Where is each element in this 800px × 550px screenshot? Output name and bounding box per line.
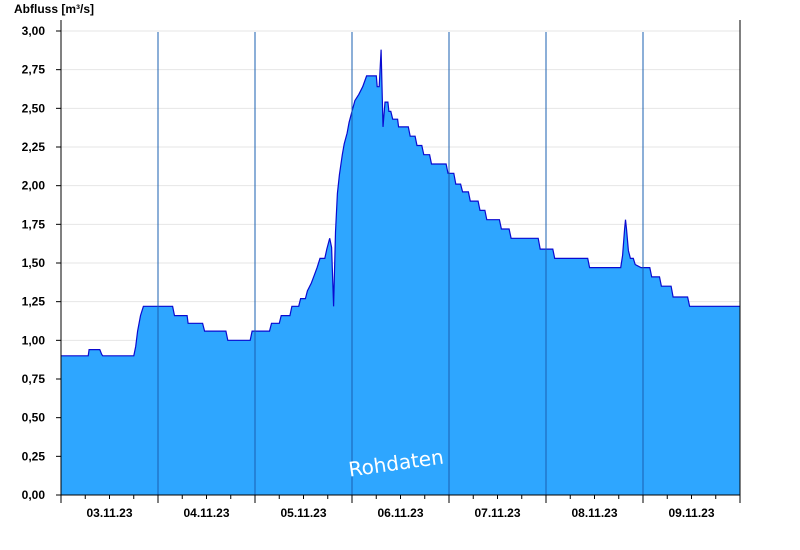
y-tick-label: 2,75 — [22, 63, 46, 77]
x-tick-label: 03.11.23 — [86, 506, 132, 520]
y-tick-label: 0,75 — [22, 372, 46, 386]
discharge-area — [61, 49, 740, 495]
y-tick-label: 3,00 — [22, 24, 46, 38]
axes — [56, 20, 741, 503]
x-tick-label: 07.11.23 — [474, 506, 520, 520]
y-tick-label: 1,25 — [22, 295, 46, 309]
y-tick-label: 1,50 — [22, 256, 46, 270]
x-tick-label: 05.11.23 — [280, 506, 326, 520]
y-tick-labels: 0,00 0,25 0,50 0,75 1,00 1,25 1,50 1,75 2,00 2,25… — [22, 24, 46, 502]
x-tick-labels: 03.11.23 04.11.23 05.11.23 06.11.23 07.11.23… — [86, 506, 714, 520]
area-layer — [61, 49, 740, 495]
x-tick-label: 09.11.23 — [668, 506, 714, 520]
y-tick-label: 2,50 — [22, 101, 46, 115]
day-dividers — [157, 32, 644, 495]
x-tick-label: 08.11.23 — [571, 506, 617, 520]
y-tick-label: 1,75 — [22, 217, 46, 231]
y-tick-label: 0,25 — [22, 449, 46, 463]
x-tick-label: 04.11.23 — [183, 506, 229, 520]
y-tick-label: 1,00 — [22, 333, 46, 347]
y-tick-label: 0,00 — [22, 488, 46, 502]
y-tick-label: 2,25 — [22, 140, 46, 154]
y-tick-label: 0,50 — [22, 411, 46, 425]
y-axis-title: Abfluss [m³/s] — [14, 2, 94, 16]
x-tick-label: 06.11.23 — [377, 506, 423, 520]
y-tick-label: 2,00 — [22, 179, 46, 193]
discharge-line — [61, 49, 740, 357]
